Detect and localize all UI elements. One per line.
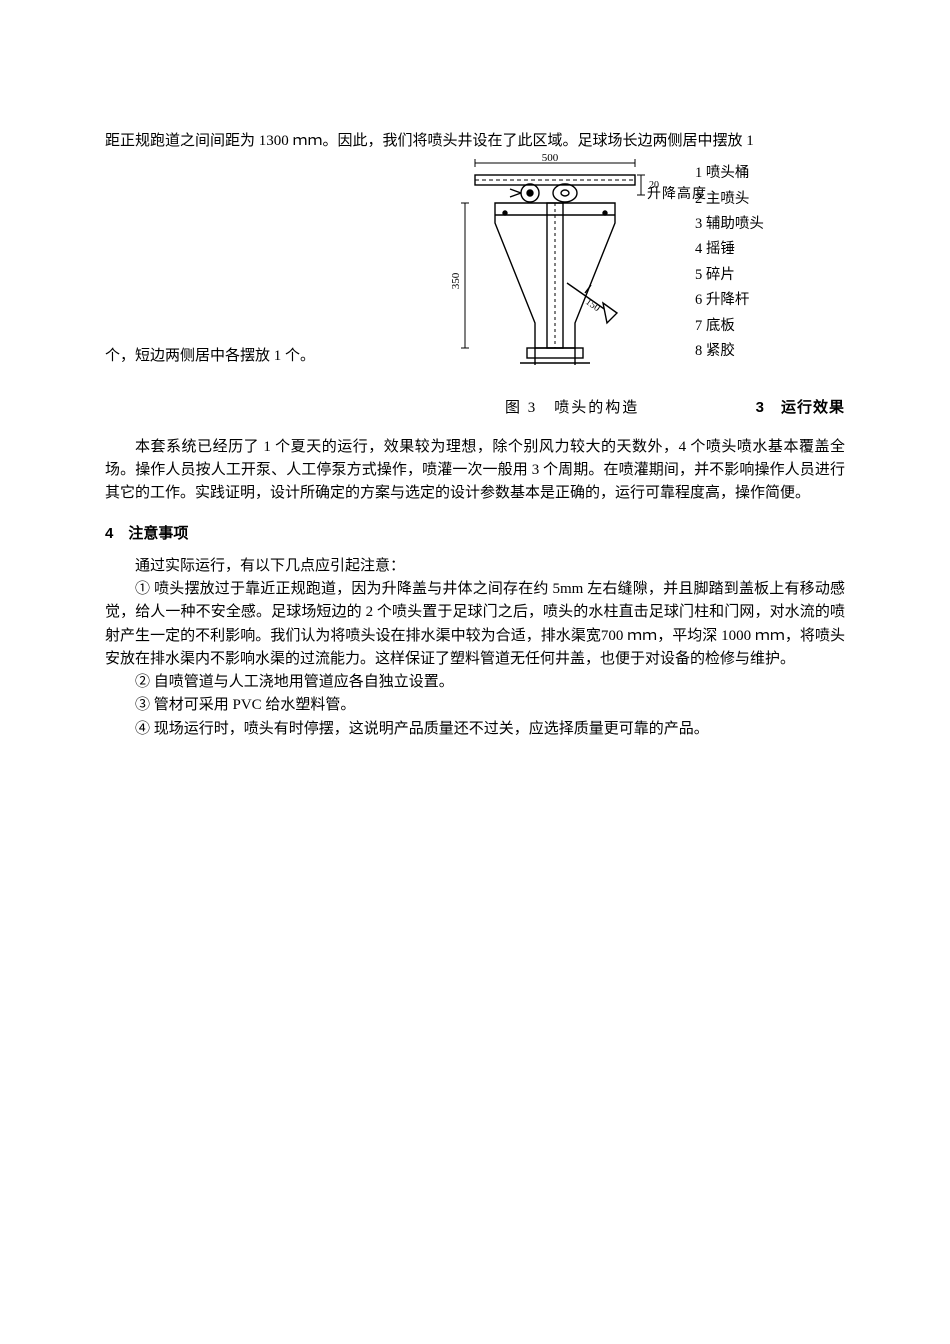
svg-text:350: 350 [450,273,462,290]
legend-item-7: 7 底板 [695,314,845,339]
section-3-title: 3 运行效果 [756,396,845,419]
legend-item-8: 8 紧胶 [695,339,845,364]
document-page: 距正规跑道之间间距为 1300 ｍｍ。因此，我们将喷头井设在了此区域。足球场长边… [0,0,950,1344]
legend-item-4: 4 摇锤 [695,237,845,262]
section-3-para: 本套系统已经历了 1 个夏天的运行，效果较为理想，除个别风力较大的天数外，4 个… [105,436,845,506]
section-4-p5: ④ 现场运行时，喷头有时停摆，这说明产品质量还不过关，应选择质量更可靠的产品。 [105,718,845,741]
intro-with-figure: 距正规跑道之间间距为 1300 ｍｍ。因此，我们将喷头井设在了此区域。足球场长边… [105,130,845,369]
figure-3: 500 20 [435,153,845,420]
legend-item-1: 1 喷头桶 [695,161,845,186]
figure-legend: 升降高度 1 喷头桶 2 主喷头 3 辅助喷头 4 摇锤 5 碎片 6 升降杆 … [695,153,845,364]
figure-caption: 图 3 喷头的构造 [505,397,639,420]
svg-text:150: 150 [583,297,602,315]
section-4-p1: 通过实际运行，有以下几点应引起注意： [105,555,845,578]
legend-item-6: 6 升降杆 [695,288,845,313]
section-4-p3: ② 自喷管道与人工浇地用管道应各自独立设置。 [105,671,845,694]
section-4-p4: ③ 管材可采用 PVC 给水塑料管。 [105,694,845,717]
legend-item-2: 2 主喷头 [695,187,845,212]
section-4-title: 4 注意事项 [105,522,845,545]
legend-item-5: 5 碎片 [695,263,845,288]
section-4-p2: ① 喷头摆放过于靠近正规跑道，因为升降盖与井体之间存在约 5mm 左右缝隙，并且… [105,578,845,671]
legend-lift-label: 升降高度 [647,183,707,208]
svg-text:500: 500 [542,153,559,164]
legend-item-3: 3 辅助喷头 [695,212,845,237]
intro-line-1: 距正规跑道之间间距为 1300 ｍｍ。因此，我们将喷头井设在了此区域。足球场长边… [105,130,845,153]
